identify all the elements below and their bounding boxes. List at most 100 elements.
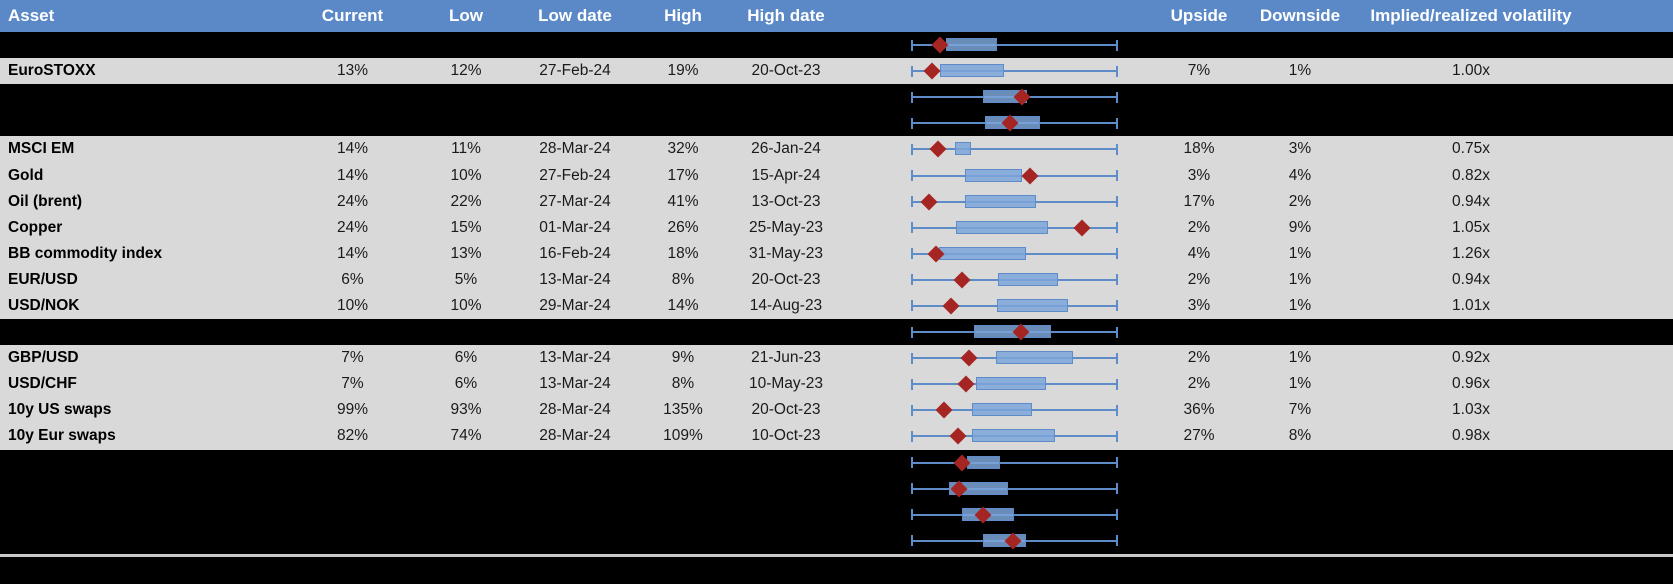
whisker-cap-right [1116, 143, 1118, 155]
cell-downside: 1% [1288, 375, 1312, 393]
cell-asset: USD/NOK [8, 296, 80, 314]
cell-implied-realized-volatility: 0.82x [1452, 166, 1490, 184]
column-header-high: High [664, 6, 702, 25]
table-row [0, 475, 1673, 502]
range-box [975, 377, 1047, 391]
whisker-cap-left [911, 430, 913, 442]
cell-low: 12% [450, 62, 482, 80]
current-marker-diamond [949, 427, 966, 445]
cell-upside: 36% [1183, 401, 1215, 419]
range-box [939, 246, 1027, 260]
column-header-downside: Downside [1259, 6, 1341, 25]
whisker-cap-left [911, 326, 913, 338]
whisker-cap-left [911, 457, 913, 469]
range-boxplot [839, 423, 1149, 449]
cell-downside: 3% [1288, 140, 1312, 158]
cell-low: 5% [454, 270, 478, 288]
whisker-cap-right [1116, 352, 1118, 364]
cell-asset: 10y Eur swaps [8, 427, 116, 445]
column-header-implied-realized-volatility: Implied/realized volatility [1370, 6, 1572, 25]
range-box [966, 455, 1001, 469]
range-box [955, 142, 972, 156]
whisker-cap-right [1116, 535, 1118, 547]
cell-current: 7% [341, 375, 364, 393]
cell-current: 6% [341, 270, 364, 288]
table-row [0, 319, 1673, 346]
table-row: USD/CHF 7% 6% 13-Mar-24 8% 10-May-23 2% … [0, 371, 1673, 398]
whisker-cap-right [1116, 274, 1118, 286]
range-boxplot [839, 476, 1149, 502]
whisker-cap-right [1116, 378, 1118, 390]
cell-low-date: 27-Feb-24 [539, 62, 611, 80]
cell-high-date: 20-Oct-23 [751, 270, 821, 288]
cell-upside: 27% [1183, 427, 1215, 445]
range-box [965, 194, 1037, 208]
column-header-low: Low [449, 6, 483, 25]
cell-high: 8% [671, 375, 695, 393]
cell-upside: 2% [1187, 375, 1211, 393]
column-header-asset: Asset [8, 6, 55, 25]
cell-low-date: 16-Feb-24 [539, 244, 611, 262]
footer-black-band [0, 557, 1673, 584]
cell-high: 8% [671, 270, 695, 288]
cell-low: 74% [450, 427, 482, 445]
whisker-cap-right [1116, 483, 1118, 495]
range-boxplot [839, 267, 1149, 293]
cell-current: 10% [336, 296, 369, 314]
cell-current: 24% [336, 192, 369, 210]
range-box [939, 64, 1004, 78]
range-whisker [912, 487, 1117, 490]
current-marker-diamond [920, 193, 938, 211]
cell-high-date: 26-Jan-24 [751, 140, 821, 158]
whisker-cap-left [911, 248, 913, 260]
cell-downside: 9% [1288, 218, 1312, 236]
cell-asset: MSCI EM [8, 140, 75, 158]
whisker-cap-right [1116, 300, 1118, 312]
range-box [997, 298, 1068, 312]
whisker-cap-left [911, 535, 913, 547]
whisker-cap-right [1116, 91, 1118, 103]
table-row [0, 501, 1673, 528]
range-boxplot [839, 110, 1149, 136]
cell-implied-realized-volatility: 0.92x [1452, 349, 1490, 367]
table-body: EuroSTOXX 13% 12% 27-Feb-24 19% 20-Oct-2… [0, 32, 1673, 554]
cell-implied-realized-volatility: 0.94x [1452, 270, 1490, 288]
range-box [972, 429, 1055, 443]
whisker-cap-left [911, 274, 913, 286]
cell-low-date: 27-Mar-24 [539, 192, 611, 210]
whisker-cap-right [1116, 117, 1118, 129]
range-boxplot [839, 84, 1149, 110]
whisker-cap-right [1116, 196, 1118, 208]
cell-downside: 1% [1288, 270, 1312, 288]
cell-high: 14% [667, 296, 699, 314]
whisker-cap-left [911, 378, 913, 390]
whisker-cap-left [911, 39, 913, 51]
cell-asset: GBP/USD [8, 349, 79, 367]
cell-asset: EUR/USD [8, 270, 78, 288]
cell-high-date: 14-Aug-23 [749, 296, 823, 314]
table-row: Copper 24% 15% 01-Mar-24 26% 25-May-23 2… [0, 214, 1673, 241]
cell-downside: 4% [1288, 166, 1312, 184]
cell-implied-realized-volatility: 1.00x [1452, 62, 1490, 80]
range-boxplot [839, 397, 1149, 423]
range-boxplot [839, 189, 1149, 215]
cell-low: 6% [454, 349, 478, 367]
whisker-cap-left [911, 170, 913, 182]
cell-current: 99% [336, 401, 369, 419]
cell-high-date: 31-May-23 [748, 244, 824, 262]
current-marker-diamond [1073, 219, 1091, 237]
column-header-high-date: High date [747, 6, 825, 25]
cell-downside: 1% [1288, 296, 1312, 314]
whisker-cap-right [1116, 404, 1118, 416]
cell-high-date: 20-Oct-23 [751, 62, 821, 80]
range-boxplot [839, 502, 1149, 528]
cell-high: 41% [667, 192, 699, 210]
whisker-cap-right [1116, 170, 1118, 182]
cell-downside: 1% [1288, 62, 1312, 80]
range-boxplot [839, 215, 1149, 241]
cell-upside: 2% [1187, 270, 1211, 288]
cell-high-date: 20-Oct-23 [751, 401, 821, 419]
cell-asset: Gold [8, 166, 44, 184]
table-row [0, 449, 1673, 476]
